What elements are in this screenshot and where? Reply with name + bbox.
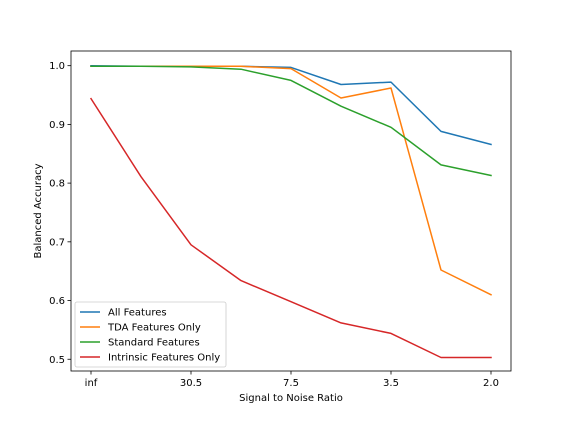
legend-label: Standard Features — [108, 338, 200, 349]
series-layer — [89, 64, 493, 359]
x-axis: inf 30.5 7.5 3.5 2.0 — [85, 371, 499, 389]
x-tick-label: 2.0 — [483, 378, 499, 389]
legend: All Features TDA Features Only Standard Fe… — [74, 301, 227, 368]
y-tick-label: 0.6 — [49, 296, 65, 307]
series-line-standard-features — [90, 65, 492, 177]
y-tick-label: 0.7 — [49, 237, 65, 248]
y-tick-label: 0.9 — [49, 120, 65, 131]
x-tick-label: 30.5 — [180, 378, 202, 389]
x-tick-label: inf — [85, 378, 98, 389]
x-tick-label: 3.5 — [383, 378, 399, 389]
y-axis-label: Balanced Accuracy — [33, 163, 44, 258]
x-tick-label: 7.5 — [283, 378, 299, 389]
legend-label: TDA Features Only — [107, 323, 201, 334]
legend-label: Intrinsic Features Only — [108, 353, 220, 364]
legend-box — [74, 301, 227, 368]
y-tick-label: 0.5 — [49, 355, 65, 366]
legend-label: All Features — [108, 308, 167, 319]
x-axis-label: Signal to Noise Ratio — [239, 393, 343, 404]
series-line-intrinsic-features-only — [89, 97, 492, 359]
y-axis: 0.5 0.6 0.7 0.8 0.9 1.0 — [49, 61, 71, 366]
y-tick-label: 1.0 — [49, 61, 65, 72]
y-tick-label: 0.8 — [49, 179, 65, 190]
